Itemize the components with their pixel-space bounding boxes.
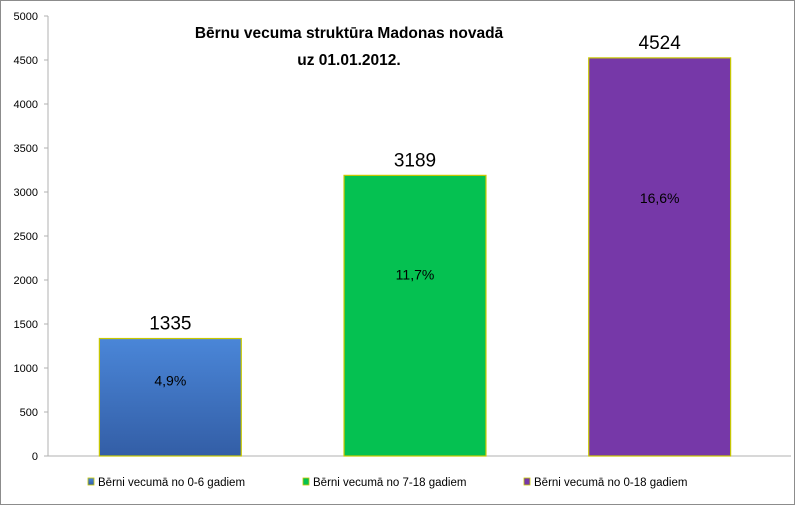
bar-value-label: 4524 <box>639 33 682 54</box>
y-tick-label: 3000 <box>14 187 38 199</box>
y-tick-label: 1500 <box>14 319 38 331</box>
legend-label: Bērni vecumā no 0-18 gadiem <box>534 477 687 489</box>
y-axis-ticks: 0 500 1000 1500 2000 2500 3000 3500 4000 4500 5000 <box>14 11 48 463</box>
bar-percent-label: 11,7% <box>396 267 435 283</box>
legend: Bērni vecumā no 0-6 gadiem Bērni vecumā n… <box>87 477 687 489</box>
bars-group: 1335 4,9% 3189 11,7% 4524 16,6% <box>98 33 732 457</box>
y-tick-label: 0 <box>32 451 38 463</box>
bar-percent-label: 4,9% <box>154 373 186 389</box>
y-tick-label: 2500 <box>14 231 38 243</box>
legend-swatch <box>302 477 310 486</box>
y-tick-label: 4000 <box>14 99 38 111</box>
bar-value-label: 1335 <box>149 314 191 335</box>
chart-title-line2: uz 01.01.2012. <box>297 52 400 69</box>
legend-swatch <box>87 477 95 486</box>
bar <box>98 337 242 457</box>
y-tick-label: 5000 <box>14 11 38 23</box>
bar <box>588 57 732 457</box>
legend-label: Bērni vecumā no 0-6 gadiem <box>98 477 245 489</box>
y-tick-label: 2000 <box>14 275 38 287</box>
bar-percent-label: 16,6% <box>640 190 680 206</box>
y-tick-label: 1000 <box>14 363 38 375</box>
y-tick-label: 4500 <box>14 55 38 67</box>
y-tick-label: 3500 <box>14 143 38 155</box>
bar-value-label: 3189 <box>394 150 436 171</box>
y-tick-label: 500 <box>20 407 38 419</box>
bar <box>343 174 487 457</box>
legend-swatch <box>523 477 531 486</box>
legend-label: Bērni vecumā no 7-18 gadiem <box>313 477 466 489</box>
chart-title-line1: Bērnu vecuma struktūra Madonas novadā <box>195 25 504 42</box>
